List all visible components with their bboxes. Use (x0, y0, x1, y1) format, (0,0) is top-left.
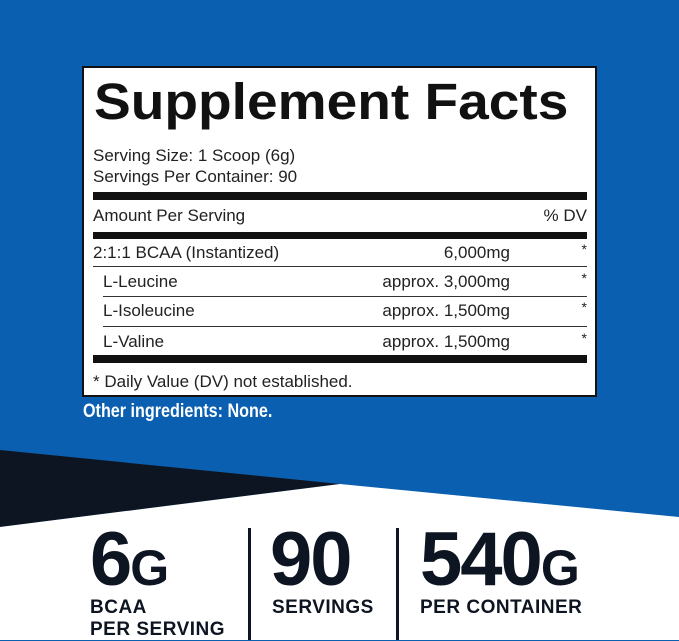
row-divider (93, 266, 587, 267)
serving-size: Serving Size: 1 Scoop (6g) (93, 146, 296, 165)
row-name: L-Valine (103, 332, 165, 351)
stat-number: 90 (270, 517, 353, 602)
row-dv: * (581, 270, 587, 286)
row-name: L-Leucine (103, 272, 178, 291)
stat-number: 540 (420, 517, 543, 602)
stat-value-servings: 90 (270, 522, 353, 598)
stat-label-line: PER SERVING (90, 619, 226, 640)
navy-triangle (0, 450, 340, 527)
stat-value-container: 540G (420, 522, 580, 598)
dv-header: % DV (543, 206, 587, 225)
amount-header: Amount Per Serving (93, 206, 246, 225)
stat-divider (248, 528, 251, 640)
row-amount: approx. 1,500mg (382, 332, 510, 351)
row-dv: * (581, 299, 587, 315)
stat-unit: G (540, 540, 580, 596)
row-amount: approx. 1,500mg (382, 301, 510, 320)
row-divider (103, 296, 587, 297)
row-amount: approx. 3,000mg (382, 272, 510, 291)
stat-label-serving: BCAA PER SERVING (90, 597, 225, 641)
divider-thick (93, 192, 587, 200)
row-divider (103, 326, 587, 327)
row-name: L-Isoleucine (103, 301, 195, 320)
divider-thick (93, 355, 587, 363)
row-dv: * (581, 330, 587, 346)
stat-label-servings: SERVINGS (272, 597, 374, 618)
supplement-facts-panel: Supplement Facts Serving Size: 1 Scoop (… (82, 66, 597, 397)
row-amount: 6,000mg (443, 243, 510, 262)
divider-thick (93, 232, 587, 239)
stat-number: 6 (90, 517, 132, 602)
stat-value-serving: 6G (90, 522, 169, 598)
stat-label-line: BCAA (90, 597, 147, 618)
servings-per-container: Servings Per Container: 90 (93, 167, 298, 186)
facts-title: Supplement Facts (94, 73, 569, 130)
stat-divider (396, 528, 399, 640)
stat-label-container: PER CONTAINER (420, 597, 583, 618)
row-name: 2:1:1 BCAA (Instantized) (93, 243, 280, 262)
white-panel (0, 484, 679, 640)
stat-unit: G (130, 540, 169, 596)
footnote: * Daily Value (DV) not established. (93, 372, 353, 391)
other-ingredients: Other ingredients: None. (83, 401, 273, 422)
row-dv: * (581, 241, 587, 257)
